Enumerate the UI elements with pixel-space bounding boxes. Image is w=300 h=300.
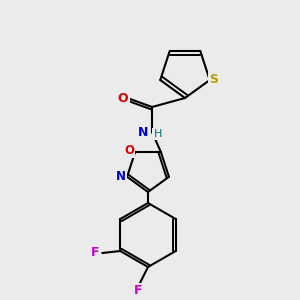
Text: F: F [91,247,100,260]
Text: H: H [154,129,162,139]
Text: N: N [116,170,126,183]
Text: S: S [209,73,218,85]
Text: O: O [118,92,128,104]
Text: F: F [134,284,142,298]
Text: N: N [138,125,148,139]
Text: O: O [124,144,134,157]
